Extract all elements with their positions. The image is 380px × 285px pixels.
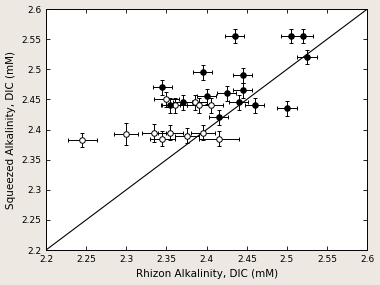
X-axis label: Rhizon Alkalinity, DIC (mM): Rhizon Alkalinity, DIC (mM) bbox=[136, 269, 278, 280]
Y-axis label: Squeezed Alkalinity, DIC (mM): Squeezed Alkalinity, DIC (mM) bbox=[6, 50, 16, 209]
